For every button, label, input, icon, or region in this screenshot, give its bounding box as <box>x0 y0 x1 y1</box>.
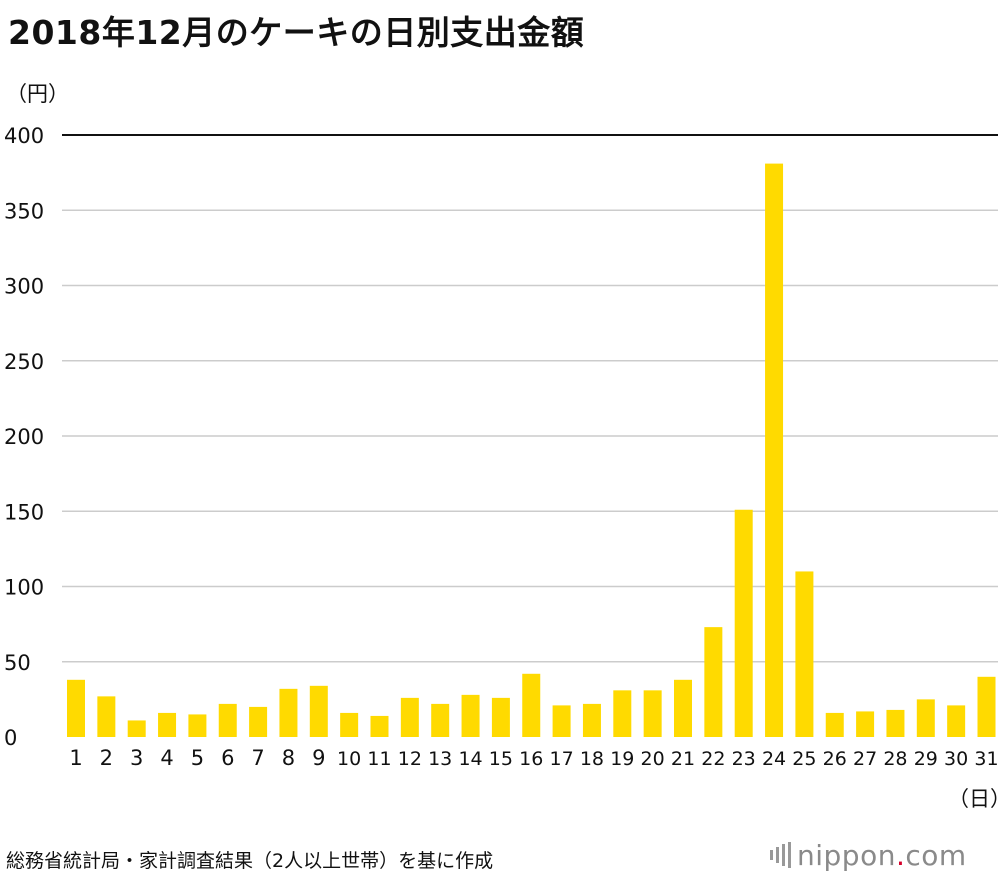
x-tick-label: 20 <box>641 748 665 770</box>
bar-day-8 <box>279 688 298 737</box>
x-tick-label: 29 <box>914 748 938 770</box>
x-tick-label: 17 <box>550 748 574 770</box>
logo-suffix: com <box>905 838 967 872</box>
logo-name: nippon <box>797 838 896 872</box>
bar-day-27 <box>856 711 875 737</box>
bar-day-4 <box>158 712 177 737</box>
gridlines <box>62 134 998 663</box>
y-tick-label: 200 <box>4 425 44 449</box>
x-tick-label: 12 <box>398 748 422 770</box>
logo-dot: . <box>895 838 906 872</box>
bar-day-15 <box>491 697 510 737</box>
y-tick-label: 350 <box>4 199 44 223</box>
bar-day-30 <box>947 705 966 737</box>
x-tick-label: 23 <box>732 748 756 770</box>
bar-day-25 <box>795 571 814 737</box>
y-tick-label: 0 <box>4 726 17 750</box>
x-tick-labels: 1 2 3 4 5 6 7 8 9 10 11 12 13 14 15 16 17 18 19 20 21 22 23 24 2… <box>69 746 998 770</box>
x-tick-label: 22 <box>701 748 725 770</box>
bar-day-20 <box>643 690 662 737</box>
x-tick-label: 2 <box>100 746 113 770</box>
x-tick-label: 7 <box>251 746 264 770</box>
y-tick-label: 150 <box>4 500 44 524</box>
x-tick-label: 10 <box>337 748 361 770</box>
logo-mark-icon <box>770 842 791 868</box>
bar-day-7 <box>249 706 268 737</box>
x-tick-label: 30 <box>944 748 968 770</box>
x-tick-label: 8 <box>282 746 295 770</box>
bar-day-2 <box>97 696 116 737</box>
y-tick-label: 250 <box>4 350 44 374</box>
bar-day-13 <box>431 703 450 737</box>
bar-day-16 <box>522 673 541 737</box>
x-axis-unit-label: （日） <box>948 787 1000 811</box>
bar-day-21 <box>674 679 692 737</box>
bar-day-28 <box>886 709 905 737</box>
bar-day-17 <box>552 705 571 737</box>
x-tick-label: 19 <box>610 748 634 770</box>
x-tick-label: 1 <box>69 746 82 770</box>
bar-day-18 <box>582 703 601 737</box>
y-tick-label: 400 <box>4 124 44 148</box>
bar-day-5 <box>188 714 207 737</box>
y-tick-label: 50 <box>4 651 31 675</box>
y-tick-label: 100 <box>4 576 44 600</box>
bar-day-29 <box>916 699 935 737</box>
x-tick-label: 11 <box>367 748 391 770</box>
bar-day-26 <box>825 712 844 737</box>
x-tick-label: 25 <box>792 748 816 770</box>
x-tick-label: 18 <box>580 748 604 770</box>
bar-day-19 <box>613 690 632 737</box>
x-tick-label: 24 <box>762 748 786 770</box>
x-tick-label: 9 <box>312 746 325 770</box>
x-tick-label: 13 <box>428 748 452 770</box>
x-tick-label: 26 <box>823 748 847 770</box>
chart-title: 2018年12月のケーキの日別支出金額 <box>8 13 585 52</box>
bar-day-11 <box>370 715 389 737</box>
y-tick-labels: 0 50 100 150 200 250 300 350 400 <box>4 124 44 750</box>
x-tick-label: 28 <box>883 748 907 770</box>
x-tick-label: 3 <box>130 746 143 770</box>
bar-day-22 <box>704 627 723 737</box>
x-tick-label: 21 <box>671 748 695 770</box>
x-tick-label: 4 <box>160 746 173 770</box>
nippon-logo[interactable]: nippon.com <box>770 838 967 872</box>
source-note: 総務省統計局・家計調査結果（2人以上世帯）を基に作成 <box>6 850 494 872</box>
bar-day-9 <box>309 685 328 737</box>
bar-day-1 <box>67 679 85 737</box>
bar-day-14 <box>461 694 480 737</box>
x-tick-label: 15 <box>489 748 513 770</box>
x-tick-label: 5 <box>191 746 204 770</box>
y-tick-label: 300 <box>4 275 44 299</box>
bar-day-24 <box>765 163 784 738</box>
bar-day-10 <box>340 712 359 737</box>
bars <box>67 163 996 738</box>
y-axis-unit-label: （円） <box>6 82 69 106</box>
bar-day-6 <box>218 703 237 737</box>
bar-day-23 <box>734 509 753 737</box>
x-tick-label: 27 <box>853 748 877 770</box>
x-tick-label: 31 <box>974 748 998 770</box>
x-tick-label: 14 <box>458 748 482 770</box>
bar-day-12 <box>400 697 419 737</box>
bar-day-3 <box>127 720 146 737</box>
x-tick-label: 6 <box>221 746 234 770</box>
bar-day-31 <box>977 676 996 737</box>
x-tick-label: 16 <box>519 748 543 770</box>
